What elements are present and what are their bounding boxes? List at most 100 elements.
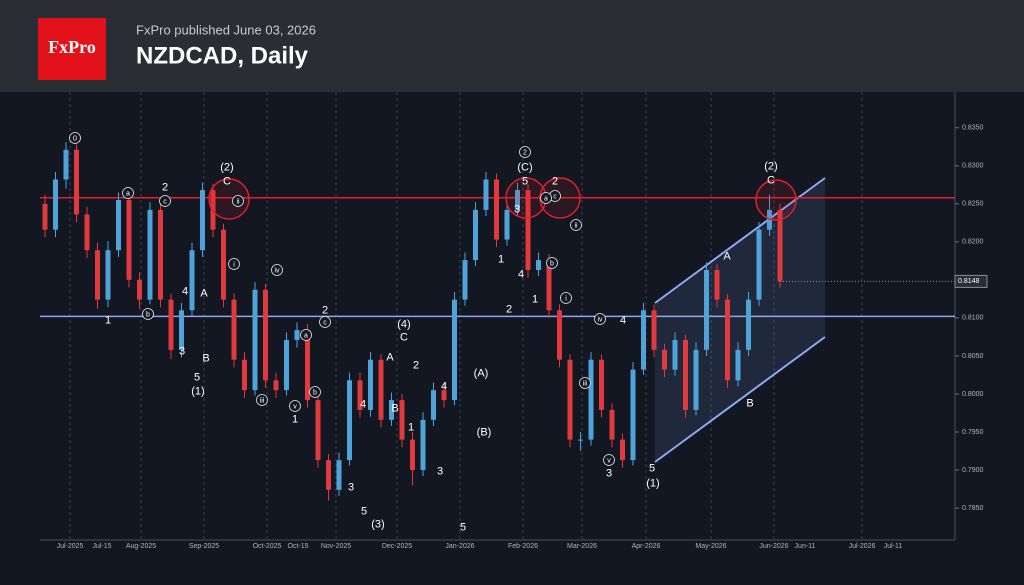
candle-body: [53, 179, 58, 230]
wave-label: 3: [348, 481, 354, 493]
candle-body: [137, 279, 142, 300]
wave-circle: [546, 257, 558, 269]
candle-body: [483, 179, 489, 210]
logo: FxPro: [48, 37, 96, 57]
wave-circle: [570, 219, 582, 231]
wave-label: C: [767, 174, 775, 186]
candle-body: [683, 339, 688, 410]
wave-label: 3: [606, 467, 612, 479]
x-tick-label: Oct-15: [287, 543, 308, 550]
candle-body: [116, 200, 121, 251]
wave-label: (3): [371, 518, 384, 530]
x-tick-label: Jul-11: [884, 543, 903, 550]
wave-label: B: [202, 352, 209, 364]
candle-body: [189, 250, 195, 311]
wave-label: 5: [361, 505, 367, 517]
wave-label: 1: [105, 314, 111, 326]
wave-label: A: [386, 351, 394, 363]
candle-body: [725, 299, 730, 381]
candle-body: [473, 209, 478, 261]
candle-body: [315, 400, 321, 461]
wave-circle: [579, 377, 591, 389]
candle-body: [662, 349, 667, 370]
wave-label: 2: [552, 175, 558, 187]
wave-label: iii: [260, 397, 265, 404]
wave-label: 1: [498, 253, 504, 265]
candle-body: [231, 299, 237, 360]
candle-body: [588, 359, 594, 440]
wave-circle: [540, 192, 552, 204]
candle-body: [147, 209, 153, 300]
candle-body: [494, 179, 499, 240]
candle-body: [42, 203, 48, 230]
candle-body: [126, 200, 132, 280]
wave-label: 5: [649, 462, 655, 474]
candle-body: [168, 299, 174, 350]
wave-label: 5: [460, 521, 466, 533]
candle-body: [336, 460, 342, 490]
wave-label: iv: [597, 316, 603, 323]
wave-label: c: [553, 193, 557, 200]
wave-circle: [228, 258, 240, 270]
wave-circle: [232, 195, 244, 207]
x-tick-label: Nov-2025: [321, 543, 351, 550]
candle-body: [263, 289, 268, 381]
wave-circle: [159, 195, 171, 207]
wave-label: i: [565, 295, 567, 302]
candle-body: [714, 269, 720, 300]
wave-label: (2): [220, 161, 233, 173]
candle-body: [693, 349, 699, 410]
wave-label: 1: [292, 413, 298, 425]
candle-body: [557, 310, 562, 360]
candle-body: [63, 149, 69, 180]
wave-label: 3: [179, 345, 185, 357]
candle-body: [420, 419, 426, 471]
x-tick-label: Jul-15: [92, 543, 111, 550]
wave-label: b: [146, 311, 150, 318]
wave-label: iv: [274, 267, 280, 274]
wave-label: 4: [518, 268, 524, 280]
wave-label: 4: [182, 285, 188, 297]
wave-label: (4): [397, 318, 410, 330]
x-tick-label: Jun-11: [795, 543, 816, 550]
candle-body: [462, 260, 468, 300]
candle-body: [609, 409, 615, 440]
chart-title: NZDCAD, Daily: [136, 42, 309, 69]
wave-label: A: [200, 287, 208, 299]
candle-body: [357, 380, 363, 410]
wave-circle: [603, 454, 615, 466]
wave-label: C: [400, 331, 408, 343]
candle-body: [525, 190, 531, 270]
candle-body: [441, 390, 447, 401]
wave-label: (B): [477, 426, 492, 438]
candle-body: [221, 229, 226, 300]
candle-body: [410, 439, 415, 471]
candle-body: [735, 349, 741, 381]
wave-label: (1): [191, 385, 204, 397]
wave-label: B: [746, 397, 753, 409]
last-price-box: [954, 274, 988, 288]
x-tick-label: Apr-2026: [632, 543, 661, 550]
candle-body: [95, 250, 100, 300]
y-tick-label: 0.7950: [962, 429, 984, 436]
y-tick-label: 0.8000: [962, 391, 984, 398]
candle-body: [767, 209, 772, 230]
wave-label: v: [293, 403, 297, 410]
wave-label: (2): [764, 160, 777, 172]
candle-body: [242, 359, 247, 391]
candle-body: [630, 369, 636, 461]
candle-body: [200, 190, 205, 251]
wave-label: 4: [620, 314, 626, 326]
candle-body: [378, 359, 384, 420]
x-tick-label: Dec-2025: [382, 543, 412, 550]
header-bar: [0, 0, 1024, 92]
candle-body: [84, 214, 90, 251]
wave-label: C: [223, 175, 231, 187]
wave-label: ii: [574, 222, 578, 229]
candle-body: [704, 269, 709, 350]
wave-circle: [594, 313, 606, 325]
wave-circle: [300, 329, 312, 341]
wave-label: c: [163, 198, 167, 205]
candle-body: [756, 229, 762, 300]
